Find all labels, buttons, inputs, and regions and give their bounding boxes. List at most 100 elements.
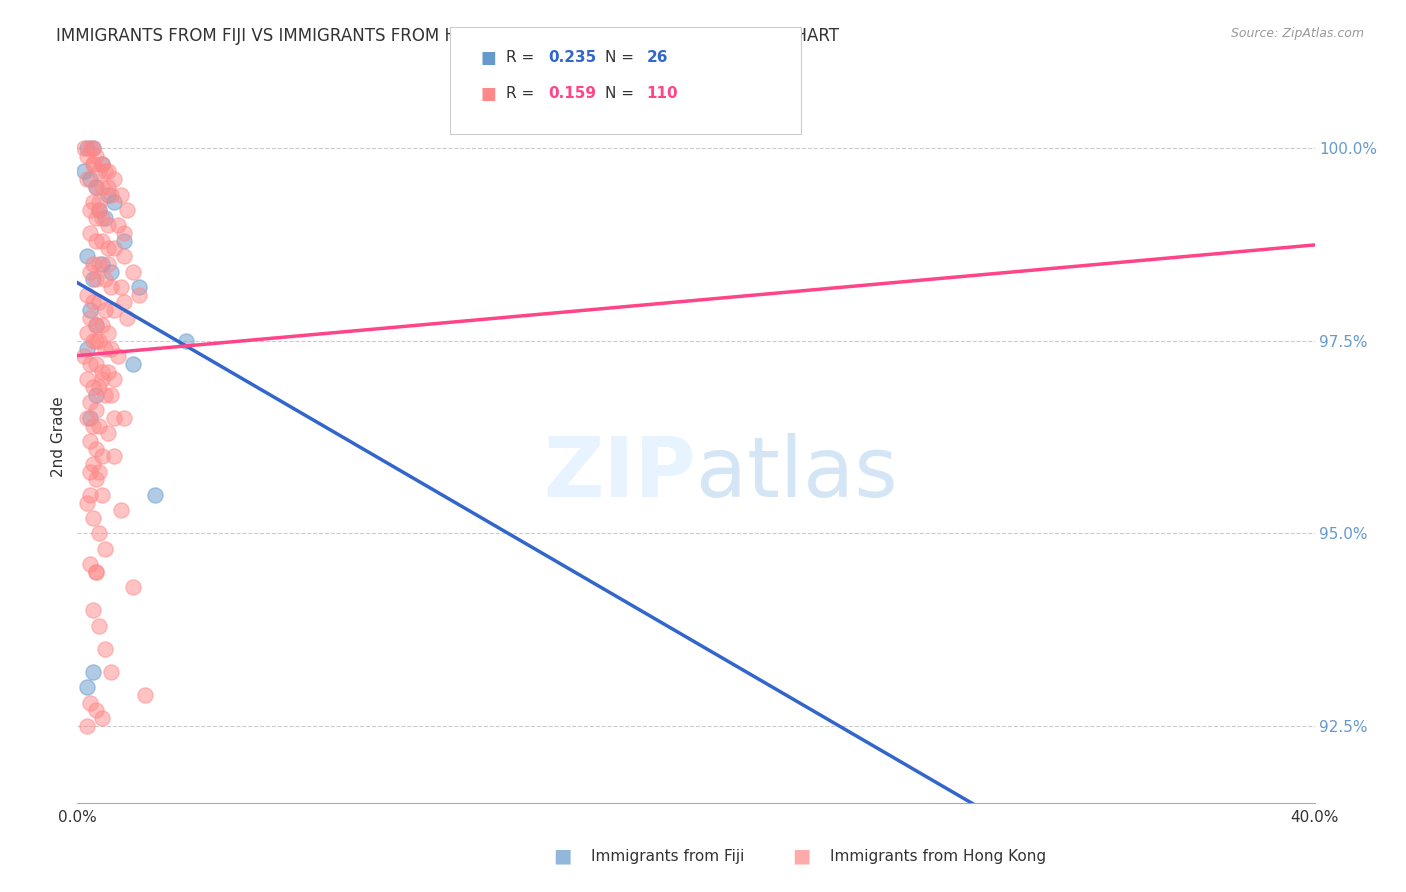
Point bbox=[84, 357, 107, 371]
Point bbox=[79, 488, 101, 502]
Point bbox=[122, 580, 145, 594]
Point bbox=[79, 264, 101, 278]
Point bbox=[122, 357, 145, 371]
Point bbox=[91, 157, 114, 171]
Point bbox=[79, 141, 101, 155]
Point bbox=[94, 272, 117, 286]
Text: 110: 110 bbox=[647, 87, 678, 101]
Point bbox=[91, 711, 114, 725]
Point bbox=[174, 334, 197, 348]
Point bbox=[112, 234, 135, 248]
Text: 0.159: 0.159 bbox=[548, 87, 596, 101]
Point bbox=[91, 488, 114, 502]
Point bbox=[79, 172, 101, 186]
Point bbox=[79, 226, 101, 240]
Point bbox=[91, 211, 114, 225]
Point bbox=[91, 372, 114, 386]
Point bbox=[79, 410, 101, 425]
Point bbox=[82, 511, 104, 525]
Point bbox=[100, 187, 122, 202]
Point bbox=[84, 565, 107, 579]
Point bbox=[84, 565, 107, 579]
Point bbox=[82, 257, 104, 271]
Point bbox=[103, 303, 125, 318]
Point bbox=[82, 157, 104, 171]
Point bbox=[97, 219, 120, 233]
Point bbox=[103, 372, 125, 386]
Point bbox=[87, 418, 110, 433]
Point bbox=[84, 472, 107, 486]
Point bbox=[82, 157, 104, 171]
Point bbox=[79, 310, 101, 325]
Point bbox=[87, 465, 110, 479]
Point bbox=[110, 503, 132, 517]
Point bbox=[82, 334, 104, 348]
Point bbox=[94, 388, 117, 402]
Point bbox=[87, 380, 110, 394]
Point bbox=[84, 234, 107, 248]
Point bbox=[115, 310, 138, 325]
Point bbox=[91, 365, 114, 379]
Point bbox=[112, 226, 135, 240]
Point bbox=[100, 280, 122, 294]
Point bbox=[76, 141, 98, 155]
Point bbox=[76, 681, 98, 695]
Point bbox=[84, 334, 107, 348]
Point bbox=[79, 465, 101, 479]
Point bbox=[100, 665, 122, 679]
Point bbox=[84, 272, 107, 286]
Point bbox=[87, 334, 110, 348]
Point bbox=[82, 272, 104, 286]
Point bbox=[82, 141, 104, 155]
Point bbox=[87, 202, 110, 217]
Point bbox=[97, 326, 120, 340]
Text: ZIP: ZIP bbox=[544, 434, 696, 514]
Point bbox=[94, 303, 117, 318]
Point bbox=[82, 141, 104, 155]
Point bbox=[112, 249, 135, 263]
Point bbox=[79, 303, 101, 318]
Point bbox=[110, 280, 132, 294]
Point bbox=[76, 326, 98, 340]
Point bbox=[82, 603, 104, 617]
Point bbox=[91, 450, 114, 464]
Point bbox=[91, 257, 114, 271]
Point bbox=[134, 688, 156, 702]
Text: 26: 26 bbox=[647, 51, 668, 65]
Point bbox=[84, 442, 107, 456]
Point bbox=[97, 164, 120, 178]
Point bbox=[91, 234, 114, 248]
Point bbox=[103, 172, 125, 186]
Point bbox=[79, 557, 101, 571]
Point bbox=[84, 149, 107, 163]
Point bbox=[87, 195, 110, 210]
Y-axis label: 2nd Grade: 2nd Grade bbox=[51, 397, 66, 477]
Point bbox=[84, 318, 107, 333]
Point bbox=[84, 388, 107, 402]
Text: Immigrants from Hong Kong: Immigrants from Hong Kong bbox=[830, 849, 1046, 863]
Point bbox=[107, 219, 129, 233]
Point bbox=[76, 149, 98, 163]
Point bbox=[122, 264, 145, 278]
Point bbox=[79, 696, 101, 710]
Point bbox=[84, 179, 107, 194]
Point bbox=[82, 457, 104, 471]
Point bbox=[103, 242, 125, 256]
Point bbox=[84, 318, 107, 333]
Text: N =: N = bbox=[605, 51, 638, 65]
Text: N =: N = bbox=[605, 87, 638, 101]
Point bbox=[72, 141, 94, 155]
Point bbox=[76, 287, 98, 301]
Point bbox=[128, 280, 150, 294]
Point bbox=[84, 703, 107, 717]
Point bbox=[87, 257, 110, 271]
Point bbox=[76, 495, 98, 509]
Text: ■: ■ bbox=[792, 847, 811, 866]
Point bbox=[82, 380, 104, 394]
Point bbox=[87, 618, 110, 632]
Point bbox=[84, 211, 107, 225]
Point bbox=[76, 172, 98, 186]
Point bbox=[82, 195, 104, 210]
Point bbox=[112, 295, 135, 310]
Point bbox=[84, 403, 107, 417]
